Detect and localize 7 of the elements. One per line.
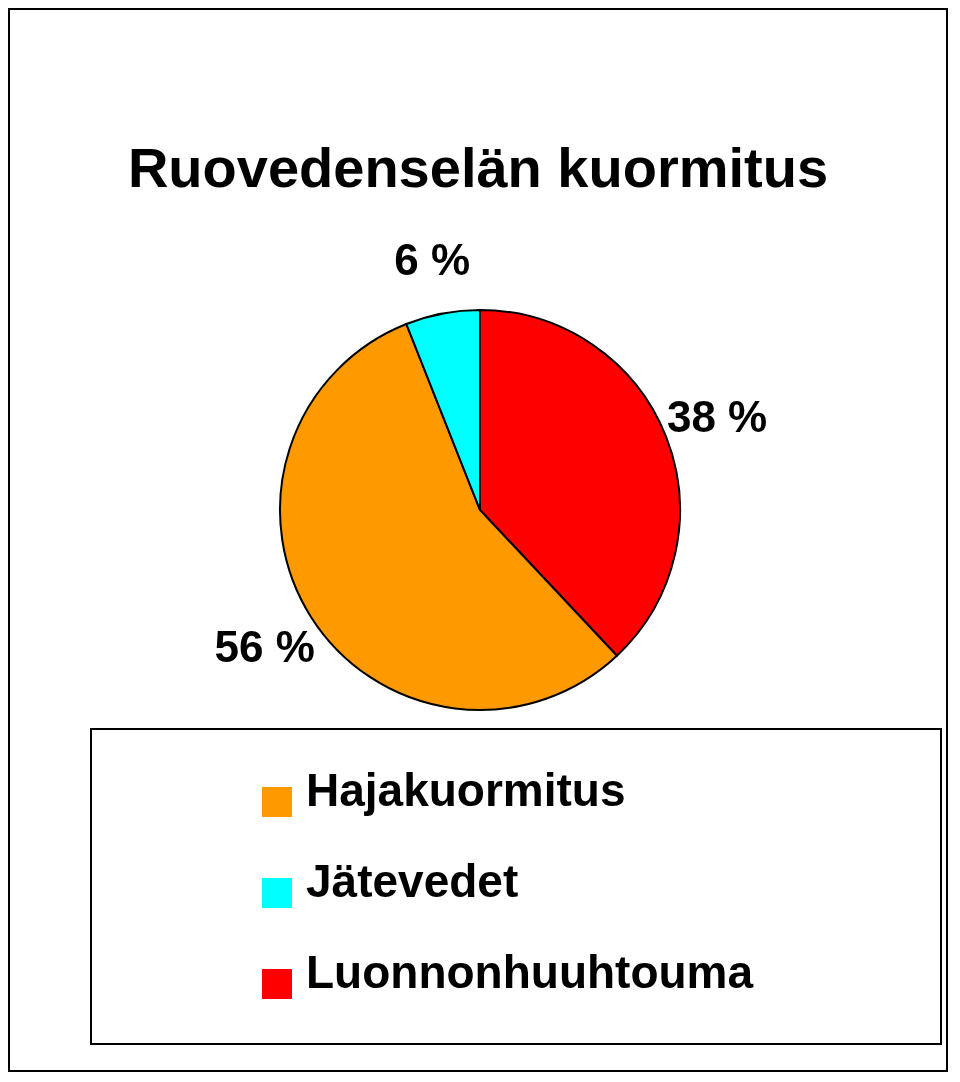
data-label: 6 % (394, 235, 471, 285)
chart-title: Ruovedenselän kuormitus (126, 135, 830, 201)
data-label: 38 % (666, 391, 768, 441)
legend-label: Hajakuormitus (306, 764, 626, 816)
legend-label: Luonnonhuuhtouma (306, 946, 754, 998)
legend-label: Jätevedet (306, 855, 519, 907)
data-label: 56 % (214, 622, 315, 672)
